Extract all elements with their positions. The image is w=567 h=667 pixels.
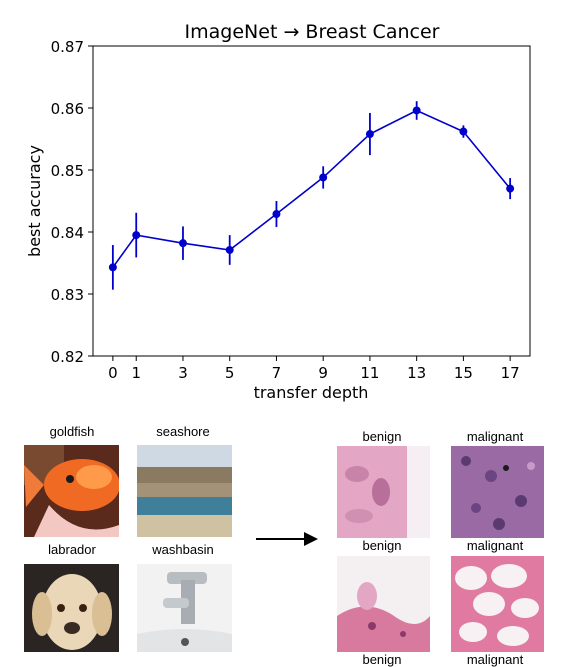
malignant-tissue-image-2 — [451, 556, 544, 652]
data-point — [178, 239, 187, 248]
arrow-head-icon — [304, 532, 318, 546]
x-tick-label: 17 — [501, 364, 520, 382]
x-tick-label: 1 — [131, 364, 141, 382]
accuracy-line — [112, 109, 511, 268]
source-label-seashore: seashore — [156, 424, 210, 439]
x-tick-label: 7 — [272, 364, 282, 382]
labrador-image — [24, 564, 119, 652]
target-label-benign-1: benign — [362, 429, 402, 444]
plot-frame — [92, 45, 531, 357]
target-bottom-label-malignant: malignant — [466, 652, 524, 667]
benign-tissue-image-2 — [337, 556, 430, 652]
data-point — [365, 130, 374, 139]
target-bottom-label-benign: benign — [362, 652, 402, 667]
y-tick-label: 0.82 — [51, 348, 84, 366]
data-point — [319, 173, 328, 182]
x-tick-label: 5 — [225, 364, 235, 382]
y-axis: 0.82 0.83 0.84 0.85 0.86 0.87 — [51, 38, 93, 366]
target-label-benign-2: benign — [362, 538, 402, 553]
series-accuracy — [108, 101, 515, 290]
y-axis-label: best accuracy — [25, 145, 44, 257]
x-axis-label: transfer depth — [254, 383, 369, 402]
data-point — [506, 184, 515, 193]
accuracy-chart: ImageNet → Breast Cancer 0.820.830.840.8… — [25, 21, 531, 402]
data-point — [272, 210, 281, 219]
seashore-image — [137, 445, 232, 537]
x-tick-label: 3 — [178, 364, 188, 382]
source-label-labrador: labrador — [48, 542, 96, 557]
source-label-washbasin: washbasin — [152, 542, 214, 557]
malignant-tissue-image-1 — [451, 446, 544, 538]
data-point — [459, 127, 468, 136]
y-tick-label: 0.83 — [51, 286, 84, 304]
y-tick-label: 0.84 — [51, 224, 84, 242]
x-tick-label: 13 — [407, 364, 426, 382]
y-tick-label: 0.85 — [51, 162, 84, 180]
x-tick-label: 11 — [360, 364, 379, 382]
target-label-malignant-2: malignant — [466, 538, 524, 553]
data-point — [132, 231, 141, 240]
benign-tissue-image-1 — [337, 446, 430, 538]
target-label-malignant-1: malignant — [466, 429, 524, 444]
chart-title: ImageNet → Breast Cancer — [185, 21, 440, 43]
x-tick-label: 0 — [108, 364, 118, 382]
transfer-arrow — [256, 538, 308, 540]
source-label-goldfish: goldfish — [49, 424, 95, 439]
data-point — [412, 106, 421, 115]
data-point — [225, 245, 234, 254]
x-tick-label: 9 — [318, 364, 328, 382]
washbasin-image — [137, 564, 232, 652]
y-tick-label: 0.87 — [51, 38, 84, 56]
data-point — [108, 263, 117, 272]
y-tick-label: 0.86 — [51, 100, 84, 118]
x-axis: 0 1 3 5 7 9 11 13 15 17 — [108, 356, 520, 382]
goldfish-image — [24, 445, 119, 537]
x-tick-label: 15 — [454, 364, 473, 382]
